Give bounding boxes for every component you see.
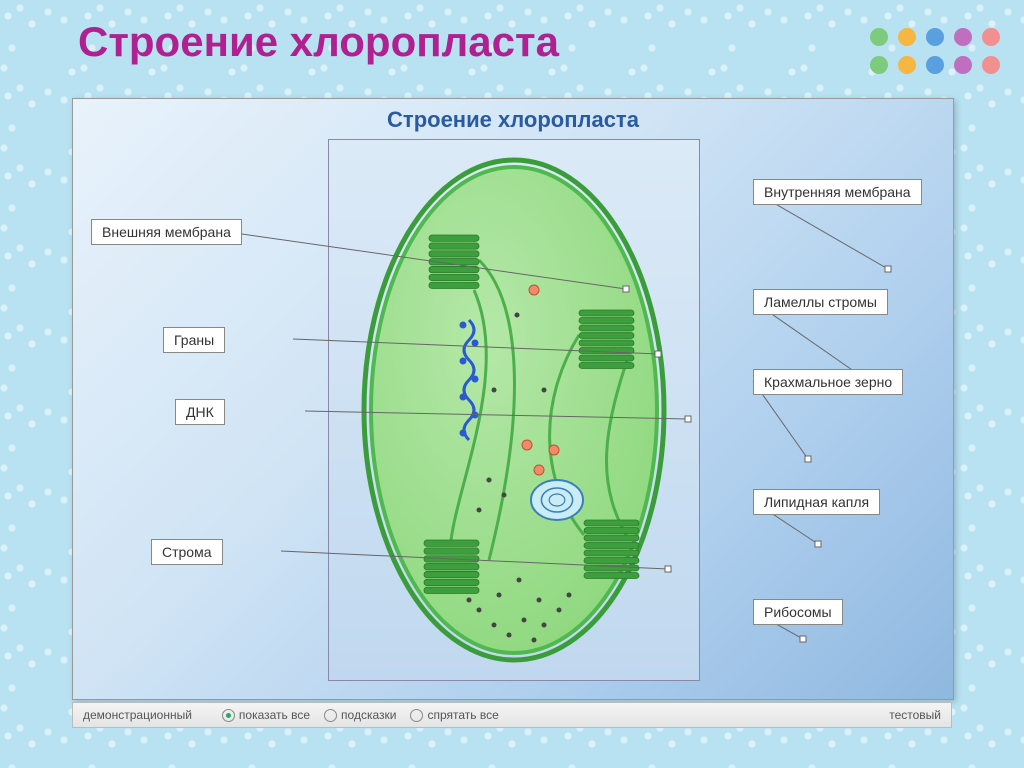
label-Рибосомы[interactable]: Рибосомы: [753, 599, 843, 625]
slide: Строение хлоропласта Строение хлоропласт…: [0, 0, 1024, 768]
mode-test[interactable]: тестовый: [889, 708, 941, 722]
radio-hints[interactable]: подсказки: [324, 708, 396, 722]
label-Крахмальное-зерно[interactable]: Крахмальное зерно: [753, 369, 903, 395]
label-Внутренняя-мембрана[interactable]: Внутренняя мембрана: [753, 179, 922, 205]
diagram-panel: Строение хлоропласта Внешняя мембрана Гра…: [72, 98, 954, 700]
label-Граны[interactable]: Граны: [163, 327, 225, 353]
chloroplast-svg: [329, 140, 699, 680]
label-Внешняя-мембрана[interactable]: Внешняя мембрана: [91, 219, 242, 245]
label-Ламеллы-стромы[interactable]: Ламеллы стромы: [753, 289, 888, 315]
label-Строма[interactable]: Строма: [151, 539, 223, 565]
mode-demo[interactable]: демонстрационный: [83, 708, 192, 722]
label-Липидная-капля[interactable]: Липидная капля: [753, 489, 880, 515]
decor-dots-row-2: [870, 56, 1000, 74]
label-ДНК[interactable]: ДНК: [175, 399, 225, 425]
panel-title: Строение хлоропласта: [73, 107, 953, 133]
radio-hide-all[interactable]: спрятать все: [410, 708, 498, 722]
decor-dots-row-1: [870, 28, 1000, 46]
main-title: Строение хлоропласта: [78, 18, 559, 66]
diagram-frame: [328, 139, 700, 681]
toolbar-options: показать все подсказки спрятать все: [222, 708, 499, 722]
radio-show-all[interactable]: показать все: [222, 708, 310, 722]
toolbar: демонстрационный показать все подсказки …: [72, 702, 952, 728]
